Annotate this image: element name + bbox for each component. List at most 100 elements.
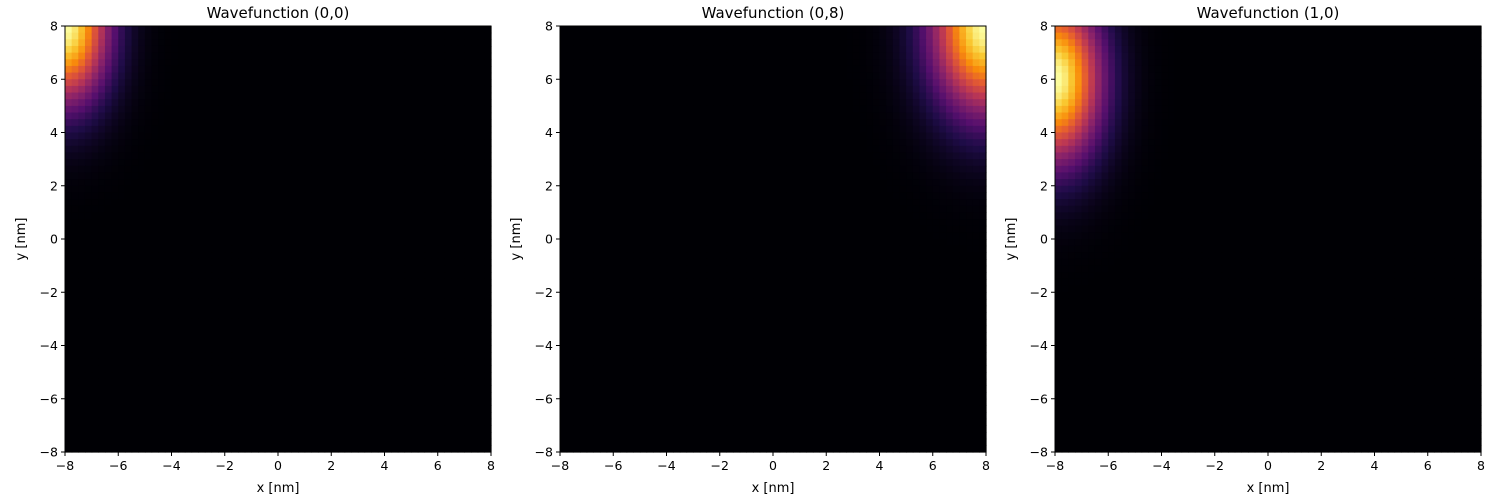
heatmap-cell — [65, 252, 73, 260]
heatmap-cell — [144, 125, 153, 134]
heatmap-cell — [278, 212, 286, 220]
heatmap-cell — [812, 52, 821, 60]
heatmap-cell — [264, 438, 272, 446]
heatmap-cell — [966, 39, 974, 47]
heatmap-cell — [666, 65, 674, 74]
heatmap-cell — [371, 285, 379, 293]
heatmap-cell — [297, 145, 306, 154]
heatmap-cell — [98, 412, 106, 420]
heatmap-cell — [171, 112, 179, 120]
heatmap-cell — [331, 105, 339, 114]
heatmap-cell — [124, 139, 133, 147]
heatmap-cell — [484, 45, 492, 54]
heatmap-cell — [477, 232, 485, 240]
heatmap-cell — [364, 239, 372, 247]
heatmap-cell — [357, 199, 366, 207]
heatmap-cell — [633, 105, 641, 114]
heatmap-cell — [766, 52, 774, 60]
heatmap-cell — [899, 99, 907, 107]
heatmap-cell — [65, 185, 73, 194]
heatmap-cell — [317, 398, 326, 407]
heatmap-cell — [131, 105, 139, 114]
heatmap-cell — [384, 239, 392, 247]
heatmap-cell — [599, 26, 608, 34]
heatmap-cell — [178, 278, 186, 287]
heatmap-cell — [231, 105, 239, 114]
heatmap-cell — [437, 378, 446, 387]
heatmap-cell — [391, 165, 399, 174]
heatmap-cell — [560, 45, 568, 54]
heatmap-cell — [404, 245, 412, 253]
heatmap-cell — [939, 32, 947, 40]
heatmap-cell — [431, 125, 439, 134]
heatmap-cell — [364, 438, 372, 446]
heatmap-cell — [384, 338, 392, 347]
heatmap-cell — [786, 105, 794, 114]
heatmap-cell — [444, 165, 452, 174]
heatmap-cell — [417, 179, 426, 187]
heatmap-cell — [291, 298, 299, 307]
heatmap-cell — [739, 85, 747, 94]
heatmap-cell — [98, 425, 106, 433]
heatmap-cell — [593, 59, 601, 67]
heatmap-cell — [84, 219, 93, 227]
heatmap-cell — [832, 105, 841, 114]
heatmap-cell — [357, 152, 366, 160]
heatmap-cell — [98, 445, 106, 453]
heatmap-cell — [231, 65, 239, 74]
heatmap-cell — [178, 372, 186, 380]
heatmap-cell — [224, 392, 233, 400]
heatmap-cell — [191, 285, 199, 293]
heatmap-cell — [839, 99, 847, 107]
heatmap-cell — [477, 159, 485, 167]
heatmap-cell — [65, 159, 73, 167]
heatmap-cell — [78, 358, 86, 367]
heatmap-cell — [477, 105, 485, 114]
heatmap-cell — [619, 59, 628, 67]
heatmap-cell — [231, 145, 239, 154]
heatmap-cell — [586, 72, 594, 80]
heatmap-cell — [351, 185, 359, 194]
heatmap-cell — [826, 85, 834, 94]
heatmap-cell — [484, 132, 492, 140]
heatmap-cell — [204, 92, 213, 100]
heatmap-cell — [164, 345, 173, 353]
heatmap-cell — [158, 179, 166, 187]
heatmap-cell — [244, 172, 252, 180]
heatmap-cell — [397, 59, 406, 67]
heatmap-cell — [191, 385, 199, 393]
heatmap-cell — [477, 179, 485, 187]
heatmap-cell — [304, 85, 312, 94]
heatmap-cell — [706, 85, 714, 94]
heatmap-cell — [606, 112, 614, 120]
heatmap-cell — [124, 39, 133, 47]
heatmap-cell — [131, 392, 139, 400]
heatmap-cell — [104, 278, 113, 287]
heatmap-cell — [431, 438, 439, 446]
heatmap-cell — [471, 252, 479, 260]
heatmap-cell — [171, 45, 179, 54]
heatmap-cell — [131, 192, 139, 200]
heatmap-cell — [218, 125, 226, 134]
heatmap-cell — [91, 418, 99, 426]
heatmap-cell — [65, 72, 73, 80]
heatmap-cell — [144, 272, 153, 280]
heatmap-cell — [424, 318, 432, 327]
heatmap-cell — [713, 32, 721, 40]
heatmap-cell — [384, 165, 392, 174]
heatmap-cell — [311, 412, 319, 420]
heatmap-cell — [693, 92, 701, 100]
heatmap-cell — [411, 92, 419, 100]
heatmap-cell — [311, 199, 319, 207]
heatmap-cell — [178, 85, 186, 94]
heatmap-cell — [451, 252, 459, 260]
heatmap-cell — [111, 258, 119, 267]
heatmap-cell — [357, 378, 366, 387]
heatmap-cell — [593, 72, 601, 80]
heatmap-cell — [759, 39, 767, 47]
heatmap-cell — [78, 185, 86, 194]
heatmap-cell — [84, 232, 93, 240]
heatmap-cell — [477, 112, 485, 120]
heatmap-cell — [111, 312, 119, 320]
heatmap-cell — [839, 45, 847, 54]
